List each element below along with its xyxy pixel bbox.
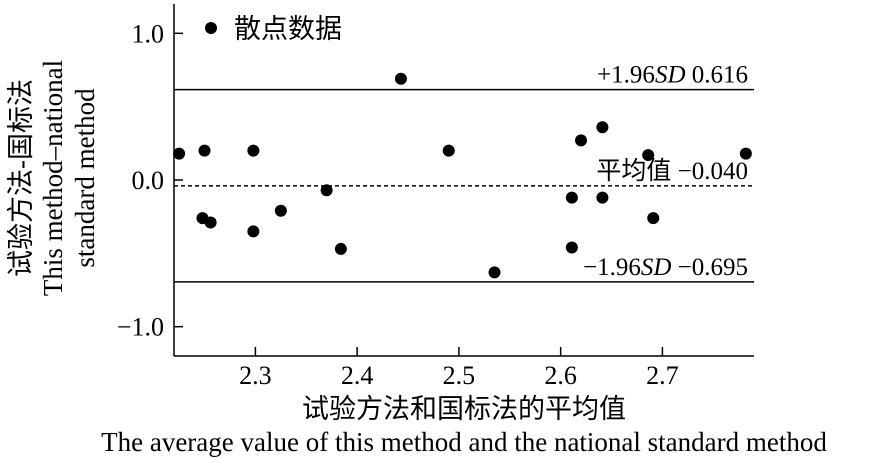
reference-label-value: −0.695 (671, 254, 748, 281)
data-point (565, 191, 578, 204)
data-point (173, 147, 186, 160)
x-tick-label: 2.5 (443, 361, 476, 390)
data-point (320, 184, 333, 197)
legend-label: 散点数据 (234, 14, 342, 44)
data-point (247, 225, 260, 238)
data-point (596, 191, 609, 204)
x-ticks: 2.3 2.4 2.5 2.6 2.7 (239, 347, 679, 390)
x-tick-label: 2.3 (239, 361, 272, 390)
y-tick-label: 0.0 (132, 166, 165, 195)
data-point (198, 144, 211, 157)
x-tick-label: 2.7 (646, 361, 679, 390)
data-point (739, 147, 752, 160)
x-axis-title-cn: 试验方法和国标法的平均值 (302, 394, 626, 424)
reference-label-sd: SD (655, 62, 686, 89)
reference-label-prefix: +1.96 (597, 62, 655, 89)
y-axis-title-en-line1: This method–national (38, 60, 68, 296)
data-points (173, 72, 752, 279)
data-point (442, 144, 455, 157)
legend: 散点数据 (205, 14, 342, 44)
data-point (642, 149, 655, 162)
reference-label-mean: 平均值 −0.040 (596, 157, 748, 185)
data-point (204, 216, 217, 229)
y-tick-label: −1.0 (117, 313, 164, 342)
data-point (488, 266, 501, 279)
x-tick-label: 2.6 (544, 361, 577, 390)
data-point (334, 242, 347, 255)
data-point (565, 241, 578, 254)
reference-label-lower: −1.96SD −0.695 (583, 254, 748, 281)
data-point (647, 212, 660, 225)
reference-label-prefix: 平均值 (596, 157, 671, 185)
data-point (247, 144, 260, 157)
x-axis-title-en: The average value of this method and the… (101, 427, 827, 457)
data-point (575, 134, 588, 147)
x-tick-label: 2.4 (341, 361, 374, 390)
reference-label-sd: SD (641, 254, 672, 281)
reference-label-value: −0.040 (671, 158, 748, 185)
reference-label-value: 0.616 (686, 62, 749, 89)
reference-label-upper: +1.96SD 0.616 (597, 62, 748, 89)
data-point (274, 204, 287, 217)
legend-marker (205, 22, 217, 34)
y-ticks: 1.0 0.0 −1.0 (117, 19, 183, 342)
y-axis-title-cn: 试验方法-国标法 (6, 79, 36, 277)
data-point (596, 121, 609, 134)
y-axis-title-en-line2: standard method (70, 88, 100, 268)
data-point (394, 72, 407, 85)
y-tick-label: 1.0 (132, 19, 165, 48)
reference-label-prefix: −1.96 (583, 254, 641, 281)
